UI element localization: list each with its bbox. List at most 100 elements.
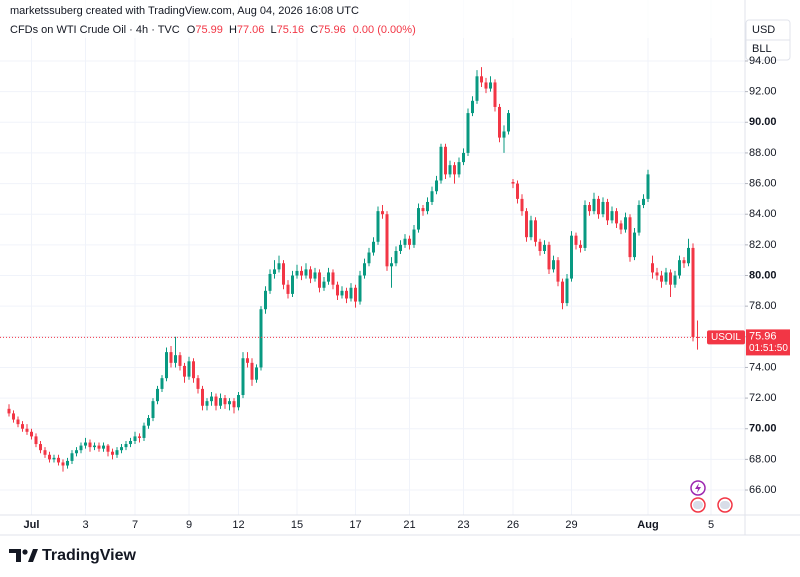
candle-body bbox=[331, 272, 335, 285]
ohlc-value: 75.16 bbox=[277, 24, 305, 36]
candle-body bbox=[79, 445, 83, 451]
candle-body bbox=[286, 284, 290, 294]
candle-body bbox=[232, 401, 236, 408]
candle-body bbox=[493, 82, 497, 107]
candle-body bbox=[367, 252, 371, 264]
candle-body bbox=[12, 413, 15, 420]
candle-body bbox=[502, 131, 506, 138]
candle-body bbox=[264, 290, 267, 310]
candle-body bbox=[124, 444, 128, 448]
candle-body bbox=[48, 454, 51, 460]
candle-body bbox=[430, 191, 434, 202]
candle-body bbox=[615, 211, 618, 224]
candle-body bbox=[273, 269, 276, 274]
candle-body bbox=[597, 198, 600, 215]
candle-body bbox=[381, 211, 384, 215]
y-tick-label: 88.00 bbox=[749, 147, 777, 159]
candle-body bbox=[448, 165, 452, 175]
x-tick-label: 21 bbox=[403, 519, 415, 531]
candle-body bbox=[691, 247, 695, 337]
candle-body bbox=[156, 388, 159, 402]
symbol-tag-label: USOIL bbox=[711, 332, 741, 343]
candle-body bbox=[606, 201, 609, 221]
candle-body bbox=[291, 275, 294, 294]
candle-body bbox=[412, 229, 416, 245]
candle-body bbox=[88, 442, 92, 448]
candle-body bbox=[462, 152, 465, 163]
candle-body bbox=[471, 100, 474, 114]
candle-body bbox=[646, 174, 650, 199]
candle-body bbox=[466, 113, 470, 153]
candle-body bbox=[129, 440, 132, 445]
candle-body bbox=[583, 205, 587, 248]
candle-body bbox=[43, 450, 47, 455]
candle-body bbox=[304, 269, 308, 276]
y-tick-label: 72.00 bbox=[749, 392, 777, 404]
x-tick-label: 12 bbox=[232, 519, 244, 531]
candle-body bbox=[655, 272, 659, 276]
candle-body bbox=[25, 428, 29, 432]
candle-body bbox=[588, 205, 591, 212]
symbol-title: CFDs on WTI Crude Oil · 4h · TVC bbox=[10, 24, 180, 36]
candle-body bbox=[106, 445, 110, 452]
brand: TradingView bbox=[42, 547, 137, 564]
candle-body bbox=[498, 106, 501, 138]
candle-body bbox=[214, 396, 218, 406]
candle-body bbox=[687, 247, 690, 264]
candle-body bbox=[538, 241, 542, 251]
y-tick-label: 80.00 bbox=[749, 269, 777, 281]
x-tick-label: 17 bbox=[349, 519, 361, 531]
currency[interactable]: USD bbox=[752, 24, 775, 36]
candle-body bbox=[426, 201, 429, 212]
y-tick-label: 78.00 bbox=[749, 300, 777, 312]
credit: marketssuberg created with TradingView.c… bbox=[10, 5, 359, 17]
candle-body bbox=[309, 269, 312, 279]
candle-body bbox=[435, 180, 438, 192]
ohlc-value: 75.96 bbox=[318, 24, 346, 36]
candle-body bbox=[277, 263, 281, 270]
candle-body bbox=[417, 208, 420, 230]
candle-body bbox=[174, 355, 177, 363]
candle-body bbox=[682, 260, 686, 264]
y-tick-label: 92.00 bbox=[749, 86, 777, 98]
logo-mark bbox=[28, 549, 38, 562]
candle-body bbox=[21, 424, 24, 429]
candle-body bbox=[318, 272, 321, 288]
candle-body bbox=[363, 263, 366, 276]
ohlc-letter: L bbox=[270, 24, 276, 36]
candle-body bbox=[75, 450, 78, 454]
y-tick-label: 70.00 bbox=[749, 423, 777, 435]
candle-body bbox=[147, 418, 150, 426]
x-tick-label: 5 bbox=[708, 519, 714, 531]
candle-body bbox=[642, 198, 645, 206]
candle-body bbox=[61, 462, 65, 466]
symbol-tag bbox=[707, 330, 745, 345]
candle-body bbox=[624, 217, 627, 230]
candle-body bbox=[322, 281, 326, 288]
candle-body bbox=[187, 361, 191, 377]
y-tick-label: 94.00 bbox=[749, 55, 777, 67]
candle-body bbox=[142, 425, 146, 438]
y-tick-label: 68.00 bbox=[749, 453, 777, 465]
candle-body bbox=[66, 460, 69, 466]
y-tick-label: 90.00 bbox=[749, 116, 777, 128]
grid bbox=[0, 0, 745, 515]
x-tick-label: Jul bbox=[24, 519, 40, 531]
x-tick-label: 15 bbox=[291, 519, 303, 531]
candle-body bbox=[543, 244, 546, 251]
candle-body bbox=[457, 162, 461, 175]
x-tick-label: 23 bbox=[457, 519, 469, 531]
y-tick-label: 66.00 bbox=[749, 484, 777, 496]
event-bolt bbox=[695, 483, 701, 493]
candle-body bbox=[660, 275, 663, 282]
candle-body bbox=[565, 278, 569, 304]
candle-body bbox=[489, 82, 492, 89]
brand-logo bbox=[9, 549, 38, 562]
header-bg bbox=[0, 0, 745, 38]
candle-body bbox=[516, 183, 519, 199]
unit[interactable]: BLL bbox=[752, 43, 772, 55]
y-tick-label: 74.00 bbox=[749, 361, 777, 373]
candle-body bbox=[376, 211, 380, 242]
candle-body bbox=[295, 270, 299, 276]
logo-mark bbox=[9, 549, 21, 562]
